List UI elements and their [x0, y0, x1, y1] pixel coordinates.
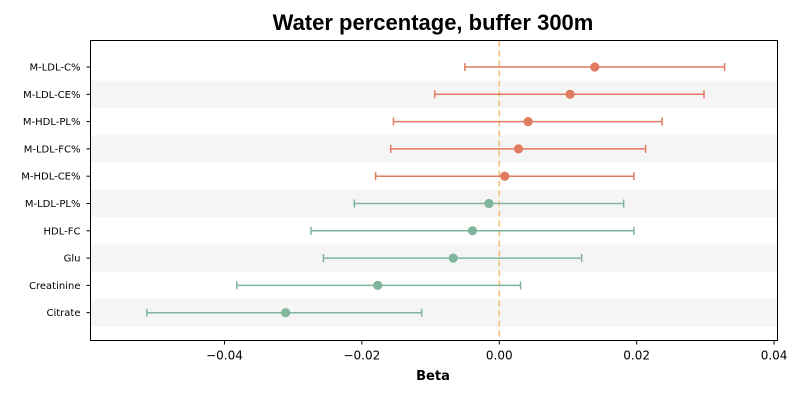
- y-tick-label: Creatinine: [29, 281, 80, 292]
- y-tick-label: M-LDL-FC%: [24, 144, 81, 155]
- y-axis: M-LDL-C% M-LDL-CE% M-HDL-PL% M-LDL-FC% M-HDL…: [21, 63, 91, 319]
- estimate-marks: [146, 62, 726, 318]
- x-axis: −0.04 −0.02 0.00 0.02 0.04: [206, 340, 788, 363]
- y-tick-label: M-HDL-CE%: [21, 172, 80, 183]
- x-tick-label: −0.04: [206, 349, 243, 363]
- y-tick-label: M-LDL-CE%: [23, 90, 80, 101]
- y-tick-label: M-LDL-C%: [30, 63, 81, 74]
- point-estimate: [590, 62, 600, 72]
- x-tick-label: 0.00: [486, 349, 513, 363]
- point-estimate: [281, 308, 291, 318]
- point-estimate: [565, 89, 575, 99]
- x-tick-label: 0.04: [761, 349, 788, 363]
- point-estimate: [513, 144, 524, 154]
- point-estimate: [467, 226, 478, 236]
- point-estimate: [523, 117, 533, 127]
- point-estimate: [500, 171, 510, 181]
- plot-frame: [90, 40, 778, 341]
- y-tick-label: M-HDL-PL%: [23, 117, 81, 128]
- x-tick-label: 0.02: [623, 349, 650, 363]
- y-tick-label: HDL-FC: [44, 226, 81, 237]
- y-tick-label: M-LDL-PL%: [25, 199, 81, 210]
- point-estimate: [484, 198, 494, 209]
- y-tick-label: Citrate: [47, 308, 81, 319]
- point-estimate: [448, 253, 458, 263]
- chart-title: Water percentage, buffer 300m: [273, 10, 594, 35]
- y-tick-label: Glu: [64, 254, 81, 265]
- point-estimate: [373, 280, 383, 290]
- x-axis-label: Beta: [416, 369, 450, 384]
- x-tick-label: −0.02: [343, 349, 380, 363]
